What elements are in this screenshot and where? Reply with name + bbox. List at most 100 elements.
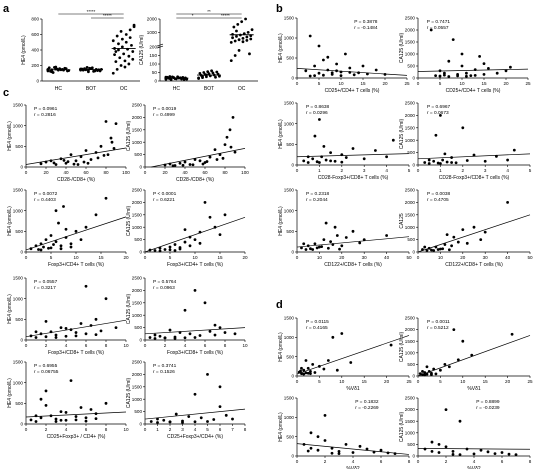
data-point: [198, 71, 202, 75]
x-tick-label: 4: [194, 427, 197, 432]
y-tick-label: 150: [149, 53, 157, 58]
x-tick-label: 5: [206, 427, 209, 432]
data-point: [52, 243, 55, 246]
x-tick-label: 2: [169, 427, 172, 432]
y-axis-label: HE4 (pmol/L): [278, 412, 284, 442]
y-axis-label: HE4 (pmol/L): [21, 35, 27, 65]
strip-plot-1: 0 50 100 150 200 1000 2000 HC BOT OC CA125 (U/ml) *…: [139, 9, 258, 92]
r-value-label: r = 0.4705: [427, 197, 449, 203]
x-tick-label: 5: [318, 81, 321, 86]
data-point: [309, 446, 313, 450]
data-point: [436, 161, 440, 165]
data-point: [482, 73, 486, 76]
data-point: [99, 329, 103, 333]
data-point: [156, 421, 159, 424]
y-tick-label: 1500: [13, 188, 24, 193]
x-tick-label: 4: [385, 168, 388, 173]
y-tick-label: 500: [286, 434, 294, 439]
data-point: [102, 154, 106, 157]
data-point: [313, 134, 317, 138]
x-tick-label: 5: [439, 81, 442, 86]
y-tick-label: 1000: [132, 313, 143, 318]
data-point: [54, 333, 58, 337]
scatter-plot-5: 0 20 40 60 80 10005001000150020002500CD28-/CD…: [126, 103, 249, 183]
data-point: [245, 38, 249, 42]
data-point: [89, 408, 93, 411]
y-axis-label: CA125 (U/ml): [139, 35, 145, 66]
data-point: [429, 28, 433, 32]
data-point: [233, 54, 237, 57]
data-point: [104, 196, 108, 200]
data-point: [338, 247, 341, 251]
data-point: [233, 332, 237, 336]
y-tick-label: 1500: [132, 127, 143, 132]
data-point: [223, 143, 227, 147]
data-point: [430, 248, 433, 252]
data-point: [438, 74, 442, 78]
y-axis-label: HE4 (pmol/L): [278, 332, 284, 362]
data-point: [309, 372, 312, 376]
data-point: [437, 443, 441, 446]
data-point: [66, 160, 70, 164]
data-point: [479, 448, 483, 452]
data-point: [187, 415, 191, 418]
data-point: [445, 233, 449, 237]
data-point: [313, 64, 316, 68]
p-value-label: P = 0.0038: [427, 191, 451, 197]
data-point: [54, 163, 58, 166]
data-point: [487, 67, 490, 70]
x-tick-label: 5: [408, 168, 411, 173]
data-point: [127, 54, 131, 58]
data-point: [218, 74, 221, 78]
y-tick-label: 1000: [132, 225, 143, 230]
data-point: [335, 62, 338, 66]
data-point: [231, 116, 235, 119]
x-tick-label: 0: [417, 81, 420, 86]
x-axis-label: CD25+/CD4+ T cells (%): [325, 88, 380, 94]
data-point: [84, 225, 88, 229]
data-point: [183, 308, 187, 312]
data-point: [423, 245, 427, 249]
data-point: [59, 410, 63, 413]
y-tick-label: 1500: [13, 276, 24, 281]
data-point: [114, 50, 118, 53]
y-tick-label: 0: [20, 165, 23, 170]
y-tick-label: 2000: [405, 28, 416, 33]
x-tick-label: 40: [505, 255, 511, 260]
x-tick-label: 15: [481, 81, 487, 86]
data-point: [495, 71, 499, 75]
category-label: BOT: [86, 86, 96, 92]
x-tick-label: 6: [219, 427, 222, 432]
panel-label-c: c: [3, 87, 9, 99]
data-point: [317, 71, 321, 75]
data-point: [132, 25, 136, 29]
x-tick-label: 0: [25, 343, 28, 348]
regression-line: [296, 443, 410, 455]
y-tick-label: 0: [36, 79, 39, 84]
x-tick-label: 1: [156, 427, 159, 432]
data-point: [357, 71, 360, 75]
r-value-label: r = -0.1484: [354, 25, 378, 31]
regression-line: [25, 319, 127, 338]
r-value-label: r = 0.4165: [306, 325, 328, 331]
x-tick-label: 2: [45, 343, 48, 348]
p-value-label: P = 0.6955: [34, 363, 58, 369]
data-point: [458, 453, 462, 457]
data-point: [434, 372, 438, 376]
data-point: [349, 361, 353, 364]
data-point: [423, 161, 427, 164]
x-axis-label: CD25+/CD4+ T cells (%): [446, 88, 501, 94]
data-point: [57, 221, 60, 225]
data-point: [333, 225, 337, 229]
data-point: [302, 372, 306, 376]
p-value-label: P = 0.3878: [354, 19, 378, 25]
y-tick-label: 0: [154, 79, 157, 84]
x-tick-label: 20: [339, 255, 345, 260]
data-point: [74, 159, 78, 163]
regression-line: [296, 236, 410, 248]
x-axis-label: CD28-Foxp3+/CD8+ T cells (%): [439, 175, 510, 181]
data-point: [215, 70, 219, 74]
data-point: [59, 244, 63, 248]
data-point: [127, 62, 131, 66]
